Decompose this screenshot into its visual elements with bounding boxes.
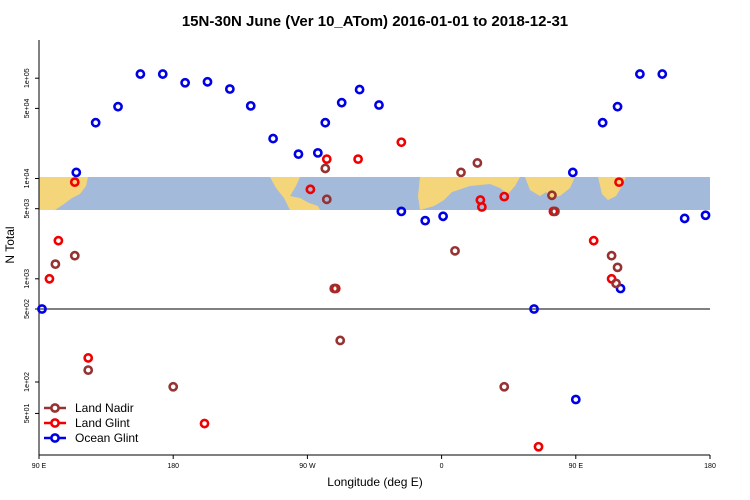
land-nadir-point (69, 250, 80, 261)
land-north-america (270, 177, 320, 210)
ocean-glint-point (336, 97, 347, 108)
ocean-glint-point (320, 117, 331, 128)
land-glint-point (199, 418, 210, 429)
legend-marker-land-nadir (50, 403, 60, 413)
x-axis-ticks: 90 E 180 90 W 0 90 E 180 (32, 455, 716, 470)
land-glint-point (353, 154, 363, 165)
legend-marker-land-glint (50, 418, 60, 428)
ocean-glint-point (635, 69, 645, 79)
land-glint-point (614, 177, 624, 188)
x-tick-label: 180 (167, 463, 179, 470)
ocean-glint-point (374, 100, 384, 110)
land-nadir-point (321, 194, 332, 205)
land-africa-arabia (418, 177, 520, 210)
land-glint-point (588, 235, 599, 246)
ocean-glint-point (90, 117, 101, 128)
x-tick-label: 90 E (32, 463, 47, 470)
ocean-glint-point (71, 167, 82, 178)
y-tick-label: 5e+03 (24, 199, 31, 219)
x-tick-label: 180 (704, 463, 716, 470)
y-tick-label: 1e+03 (24, 269, 31, 289)
x-tick-label: 90 W (299, 463, 316, 470)
legend-label-land-nadir: Land Nadir (75, 401, 134, 415)
ocean-glint-point (312, 147, 323, 158)
ocean-glint-point (268, 133, 279, 144)
land-nadir-point (611, 278, 621, 289)
land-nadir-point (335, 335, 346, 346)
land-nadir-point (472, 158, 483, 168)
legend-label-land-glint: Land Glint (75, 416, 130, 430)
land-glint-point (69, 177, 80, 188)
land-india (525, 177, 575, 198)
chart-title: 15N-30N June (Ver 10_ATom) 2016-01-01 to… (182, 13, 568, 30)
data-points (37, 69, 711, 452)
ocean-glint-point (438, 211, 448, 222)
ocean-glint-point (612, 101, 623, 112)
legend-marker-ocean-glint (50, 433, 60, 443)
land-nadir-point (547, 190, 557, 201)
ocean-glint-point (202, 76, 213, 87)
ocean-glint-point (700, 210, 711, 221)
land-nadir-point (612, 262, 623, 273)
land-nadir-point (499, 381, 510, 392)
land-glint-point (321, 154, 332, 165)
y-tick-label: 5e+01 (24, 404, 31, 424)
ocean-glint-point (135, 69, 146, 79)
land-glint-point (499, 191, 510, 202)
x-tick-label: 90 E (569, 463, 584, 470)
ocean-glint-point (157, 69, 168, 79)
land-nadir-point (456, 167, 466, 178)
y-tick-label: 1e+02 (24, 372, 31, 392)
y-tick-label: 1e+04 (24, 169, 31, 189)
land-glint-point (53, 235, 64, 246)
ocean-glint-point (529, 304, 539, 314)
land-glint-point (305, 184, 316, 195)
y-axis-label: N Total (3, 226, 17, 263)
land-nadir-point (168, 381, 179, 392)
y-tick-label: 1e+05 (24, 68, 31, 88)
ocean-glint-point (293, 149, 304, 160)
y-axis-ticks: 5e+02 1e+03 5e+03 1e+04 5e+04 1e+05 5e+01 1e+02 (24, 68, 39, 423)
map-band-ocean (39, 177, 710, 210)
land-glint-point (44, 273, 55, 284)
x-axis-label: Longitude (deg E) (327, 475, 422, 489)
y-tick-label: 5e+02 (24, 299, 31, 319)
ocean-glint-point (113, 101, 123, 112)
map-band (39, 177, 710, 210)
land-glint-point (396, 137, 407, 148)
land-nadir-point (450, 245, 460, 256)
land-nadir-point (50, 259, 61, 270)
ocean-glint-point (570, 394, 581, 405)
ocean-glint-point (224, 84, 235, 94)
land-glint-point (476, 202, 487, 212)
land-glint-point (83, 353, 94, 363)
ocean-glint-point (37, 304, 47, 314)
y-tick-label: 5e+04 (24, 98, 31, 118)
ocean-glint-point (597, 117, 608, 128)
ocean-glint-point (567, 167, 578, 178)
ocean-glint-point (180, 77, 191, 88)
legend-label-ocean-glint: Ocean Glint (75, 431, 139, 445)
ocean-glint-point (657, 69, 668, 79)
land-nadir-point (550, 206, 560, 217)
land-glint-point (533, 441, 544, 452)
ocean-glint-point (679, 213, 690, 224)
ocean-glint-point (354, 84, 365, 95)
ocean-glint-point (420, 215, 431, 226)
land-asia-east (598, 177, 626, 200)
ocean-glint-point (245, 100, 256, 111)
land-nadir-point (606, 250, 617, 261)
axes-frame (38, 40, 710, 456)
x-tick-label: 0 (440, 463, 444, 470)
land-nadir-point (320, 163, 331, 174)
land-nadir-point (83, 365, 94, 375)
land-nadir-point (329, 283, 340, 294)
ocean-glint-point (396, 206, 407, 217)
